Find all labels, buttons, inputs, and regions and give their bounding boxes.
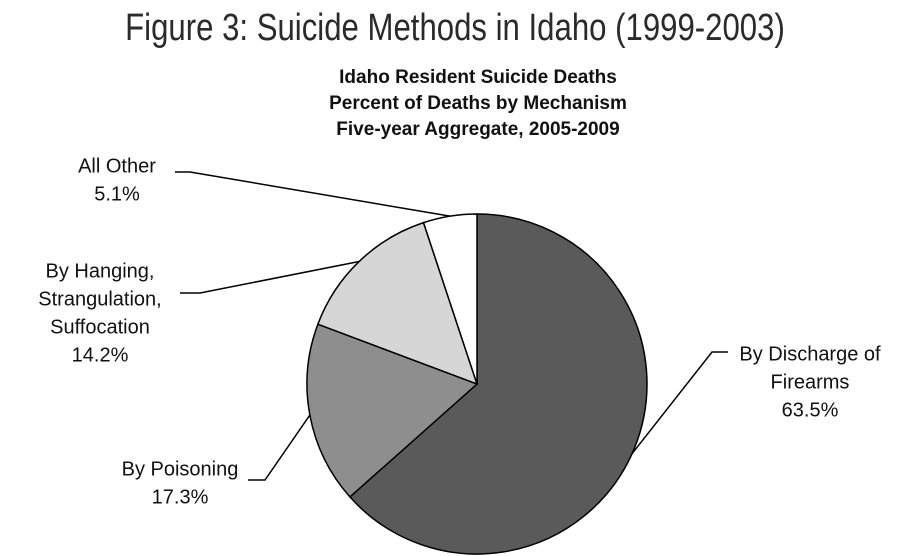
leader-line (248, 414, 311, 481)
pie-slice (422, 213, 478, 385)
slice-label: By Hanging, (46, 260, 155, 282)
pie-slice (316, 221, 479, 386)
leader-line (175, 171, 451, 217)
slice-label: Suffocation (50, 316, 150, 338)
pie-slice (348, 213, 648, 555)
leader-line (180, 260, 360, 294)
chart-title: Percent of Deaths by Mechanism (329, 93, 627, 114)
slice-label: Firearms (771, 371, 850, 393)
value-label: 5.1% (94, 183, 140, 205)
value-label: 14.2% (72, 344, 129, 366)
chart-title: Idaho Resident Suicide Deaths (339, 67, 617, 88)
value-label: 17.3% (152, 486, 209, 508)
leader-line (631, 351, 728, 455)
value-label: 63.5% (782, 399, 839, 421)
slice-label: Strangulation, (38, 288, 161, 310)
slice-label: By Poisoning (122, 458, 239, 480)
slice-label: All Other (78, 155, 156, 177)
figure-title: Figure 3: Suicide Methods in Idaho (1999… (125, 7, 785, 49)
pie-slice (306, 323, 479, 498)
slice-label: By Discharge of (739, 343, 881, 365)
chart-title: Five-year Aggregate, 2005-2009 (336, 119, 619, 140)
